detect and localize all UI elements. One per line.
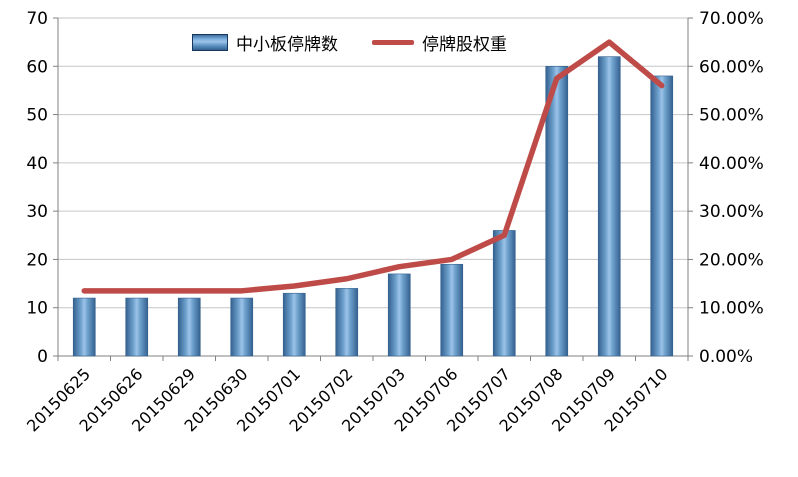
- bar-20150703: [387, 273, 411, 357]
- svg-text:60.00%: 60.00%: [699, 57, 764, 77]
- line-series-swatch-icon: [372, 40, 414, 45]
- bar-series-swatch-icon: [192, 34, 228, 51]
- legend-item-line-series: 停牌股权重: [372, 30, 507, 55]
- svg-text:20.00%: 20.00%: [699, 250, 764, 270]
- svg-text:0: 0: [37, 347, 48, 367]
- bar-20150710: [650, 75, 674, 357]
- bar-20150625: [72, 297, 96, 357]
- bar-20150708: [545, 65, 569, 357]
- bar-20150630: [230, 297, 254, 357]
- legend-item-bar-series: 中小板停牌数: [192, 30, 338, 55]
- bar-series-label: 中小板停牌数: [236, 35, 338, 55]
- bar-20150701: [282, 292, 306, 357]
- line-series-path: [81, 39, 665, 294]
- bar-20150707: [492, 230, 516, 357]
- svg-text:60: 60: [26, 57, 48, 77]
- chart-legend: 中小板停牌数 停牌股权重: [192, 30, 507, 55]
- bar-20150626: [125, 297, 149, 357]
- svg-text:50: 50: [26, 106, 48, 126]
- svg-text:40.00%: 40.00%: [699, 154, 764, 174]
- svg-text:10.00%: 10.00%: [699, 299, 764, 319]
- svg-text:30: 30: [26, 202, 48, 222]
- bar-20150702: [335, 288, 359, 357]
- svg-text:10: 10: [26, 299, 48, 319]
- svg-text:70: 70: [26, 9, 48, 29]
- bar-20150629: [177, 297, 201, 357]
- svg-text:40: 40: [26, 154, 48, 174]
- svg-text:20: 20: [26, 250, 48, 270]
- bar-20150706: [440, 263, 464, 357]
- svg-text:50.00%: 50.00%: [699, 106, 764, 126]
- line-series-label: 停牌股权重: [422, 35, 507, 55]
- svg-text:0.00%: 0.00%: [699, 347, 753, 367]
- svg-text:30.00%: 30.00%: [699, 202, 764, 222]
- svg-text:70.00%: 70.00%: [699, 9, 764, 29]
- bar-20150709: [597, 56, 621, 357]
